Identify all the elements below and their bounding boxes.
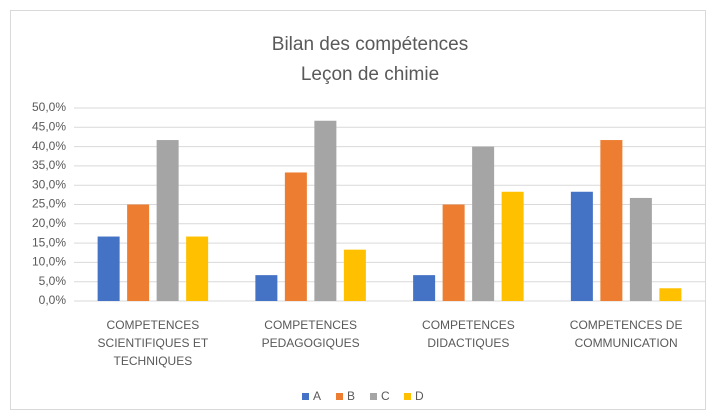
- y-tick-label: 25,0%: [32, 197, 66, 211]
- legend-swatch: [336, 393, 343, 400]
- x-tick-label: COMPETENCES SCIENTIFIQUES ET TECHNIQUES: [97, 318, 209, 368]
- x-tick-label: COMPETENCES DIDACTIQUES: [422, 318, 515, 350]
- bar: [472, 146, 495, 301]
- y-tick-label: 40,0%: [32, 139, 66, 153]
- bar: [413, 275, 436, 301]
- y-tick-label: 50,0%: [32, 100, 66, 114]
- legend-swatch: [302, 393, 309, 400]
- bar: [186, 236, 209, 301]
- legend-swatch: [404, 393, 411, 400]
- bar: [284, 172, 307, 301]
- bar: [501, 191, 524, 301]
- legend-label: B: [347, 389, 355, 403]
- legend-label: C: [381, 389, 390, 403]
- bar: [343, 249, 366, 301]
- y-tick-label: 10,0%: [32, 255, 66, 269]
- chart-title: Bilan des compétences: [272, 34, 468, 55]
- y-tick-label: 45,0%: [32, 119, 66, 133]
- bar: [442, 204, 465, 301]
- x-tick-label: COMPETENCES DE COMMUNICATION: [569, 318, 683, 350]
- y-tick-label: 30,0%: [32, 177, 66, 191]
- legend-label: D: [415, 389, 424, 403]
- y-tick-label: 0,0%: [39, 293, 67, 307]
- legend-swatch: [370, 393, 377, 400]
- bar: [659, 288, 682, 301]
- bar: [97, 236, 120, 301]
- y-tick-label: 35,0%: [32, 158, 66, 172]
- legend-label: A: [313, 389, 321, 403]
- x-tick-label: COMPETENCES PEDAGOGIQUES: [261, 318, 360, 350]
- y-tick-label: 20,0%: [32, 216, 66, 230]
- y-tick-label: 15,0%: [32, 235, 66, 249]
- bar: [600, 140, 623, 301]
- y-tick-label: 5,0%: [39, 274, 67, 288]
- bar: [314, 120, 337, 301]
- bar: [255, 275, 278, 301]
- chart-subtitle: Leçon de chimie: [301, 64, 439, 85]
- bar: [156, 140, 179, 301]
- bar: [570, 191, 593, 301]
- bar: [629, 197, 652, 301]
- bar: [127, 204, 150, 301]
